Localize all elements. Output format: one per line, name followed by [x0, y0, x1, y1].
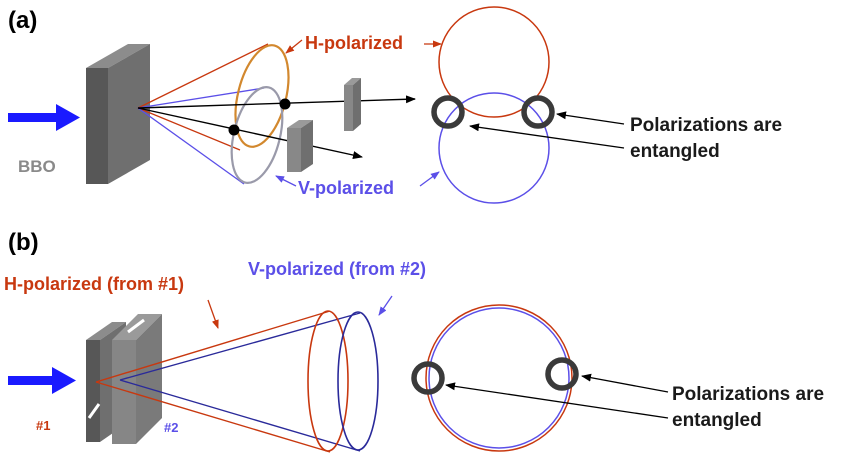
v-ring-a [438, 92, 550, 204]
entangled-text-line2-b: entangled [672, 410, 762, 431]
entangled-marker-right-b [545, 357, 579, 391]
v-label-arrow-left [275, 175, 297, 187]
entangled-marker-left-b [411, 361, 445, 395]
cone-lines-b [95, 310, 361, 453]
crystal-2-label: #2 [164, 420, 178, 435]
panel-b: (b) H-polarized (from #1) V-polarized (f… [4, 229, 824, 453]
h-polarized-label-b: H-polarized (from #1) [4, 274, 184, 294]
crystal-2 [112, 314, 162, 444]
intersection-dot-lower [228, 124, 240, 136]
entangled-text-line1-b: Polarizations are [672, 384, 824, 405]
h-cone-ellipse-b [307, 310, 349, 452]
entangled-arrow-right-a [556, 111, 625, 125]
detector-block-lower [287, 120, 313, 172]
entangled-marker-right-a [521, 95, 555, 129]
panel-a-label: (a) [8, 7, 37, 34]
h-label-arrow-b [207, 299, 219, 329]
pump-beam-arrow-b [8, 367, 76, 394]
entangled-arrow-right-b [581, 373, 669, 393]
entangled-text-line1-a: Polarizations are [630, 115, 782, 136]
v-polarized-label-b: V-polarized (from #2) [248, 259, 426, 279]
v-label-arrow-right [419, 171, 440, 187]
photon-ray-upper [137, 95, 416, 109]
v-cone-ellipse-b [337, 311, 379, 451]
detector-block-upper [344, 78, 361, 131]
h-ring-b [425, 304, 573, 452]
h-ring-a [438, 6, 550, 118]
h-label-arrow-left [285, 39, 303, 54]
panel-b-label: (b) [8, 229, 39, 256]
pump-beam-arrow-a [8, 104, 80, 131]
crystal-1-label: #1 [36, 418, 50, 433]
entangled-arrow-left-a [469, 123, 625, 149]
entangled-text-line2-a: entangled [630, 141, 720, 162]
bbo-label: BBO [18, 157, 56, 176]
cone-lines-a [137, 43, 269, 185]
optic-axis-mark-1 [87, 403, 101, 419]
h-polarized-label-a: H-polarized [305, 33, 403, 53]
panel-a: (a) BBO [8, 6, 782, 204]
v-ring-b [428, 307, 570, 449]
intersection-dot-upper [279, 98, 291, 110]
photon-ray-lower [137, 107, 363, 159]
bbo-crystal [86, 44, 150, 184]
entangled-arrow-left-b [445, 382, 669, 419]
v-label-arrow-b [378, 295, 393, 316]
v-polarized-label-a: V-polarized [298, 178, 394, 198]
optic-axis-mark-2 [127, 318, 145, 334]
entangled-marker-left-a [431, 95, 465, 129]
